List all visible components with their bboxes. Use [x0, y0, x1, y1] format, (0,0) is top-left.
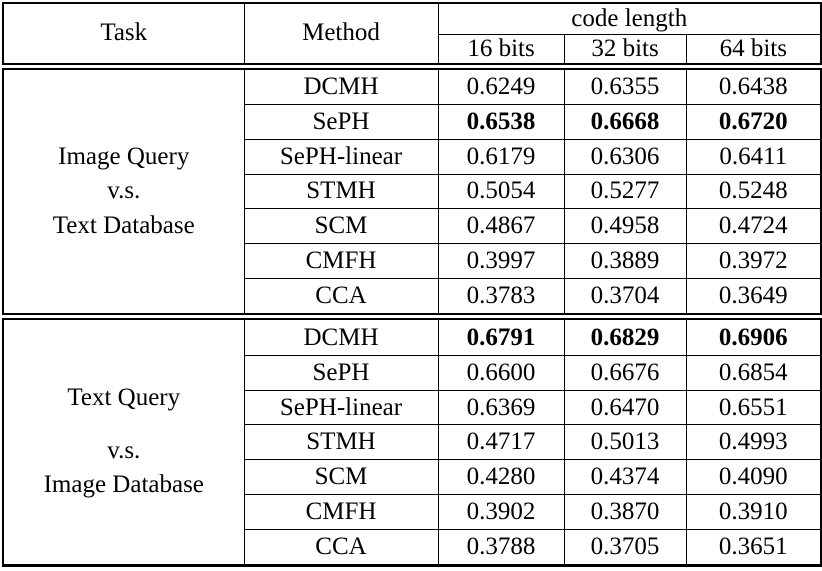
- table-row: SCM 0.4280 0.4374 0.4090: [3, 459, 822, 496]
- method-cell: CCA: [243, 277, 439, 318]
- value-cell: 0.6369: [437, 389, 565, 426]
- header-64-bits: 64 bits: [685, 33, 822, 70]
- method-cell: STMH: [243, 424, 439, 461]
- value-cell: 0.6355: [563, 65, 687, 105]
- value-cell: 0.6551: [685, 389, 822, 426]
- header-16-bits: 16 bits: [437, 33, 565, 70]
- task-line: Image Query: [58, 142, 190, 170]
- value-cell: 0.6179: [437, 138, 565, 175]
- method-cell: DCMH: [243, 65, 439, 105]
- method-cell: SePH: [243, 103, 439, 140]
- value-cell: 0.5277: [563, 173, 687, 210]
- value-cell: 0.6676: [563, 354, 687, 391]
- method-cell: SCM: [243, 208, 439, 245]
- table-row: CMFH 0.3997 0.3889 0.3972: [3, 243, 822, 279]
- value-cell: 0.6906: [685, 313, 822, 356]
- header-task: Task: [2, 2, 245, 70]
- section-image-query-vs-text-database: Image Query v.s. Text Database DCMH 0.62…: [2, 65, 822, 318]
- task-line: Text Database: [52, 211, 195, 239]
- table-row: CCA 0.3783 0.3704 0.3649: [3, 277, 822, 318]
- method-cell: SePH-linear: [243, 138, 439, 175]
- table-row: Text Query v.s. Image Database DCMH 0.67…: [2, 313, 822, 566]
- value-cell: 0.6249: [437, 65, 565, 105]
- value-cell: 0.4993: [685, 424, 822, 461]
- value-cell: 0.4867: [437, 208, 565, 245]
- value-cell: 0.4090: [685, 459, 822, 496]
- table-row: STMH 0.5054 0.5277 0.5248: [3, 173, 822, 210]
- header-row-top: Task Method code length: [2, 2, 822, 70]
- value-cell: 0.4724: [685, 208, 822, 245]
- value-cell: 0.3870: [563, 494, 687, 530]
- task-line: v.s.: [107, 177, 141, 205]
- value-cell: 0.3910: [685, 494, 822, 530]
- value-cell: 0.3704: [563, 277, 687, 318]
- method-cell: SCM: [243, 459, 439, 496]
- header-code-length: code length: [437, 2, 822, 35]
- value-cell: 0.6791: [437, 313, 565, 356]
- value-cell: 0.5013: [563, 424, 687, 461]
- method-cell: STMH: [243, 173, 439, 210]
- value-cell: 0.6470: [563, 389, 687, 426]
- method-cell: CMFH: [243, 243, 439, 279]
- value-cell: 0.4958: [563, 208, 687, 245]
- table-row: SCM 0.4867 0.4958 0.4724: [3, 208, 822, 245]
- value-cell: 0.3783: [437, 277, 565, 318]
- header-32-bits: 32 bits: [563, 33, 687, 70]
- table-row: SePH-linear 0.6179 0.6306 0.6411: [3, 138, 822, 175]
- value-cell: 0.3997: [437, 243, 565, 279]
- value-cell: 0.5248: [685, 173, 822, 210]
- value-cell: 0.3889: [563, 243, 687, 279]
- value-cell: 0.3902: [437, 494, 565, 530]
- value-cell: 0.3651: [685, 528, 822, 567]
- value-cell: 0.4717: [437, 424, 565, 461]
- value-cell: 0.4280: [437, 459, 565, 496]
- header-row-bits: 16 bits 32 bits 64 bits: [3, 33, 822, 70]
- value-cell: 0.6668: [563, 103, 687, 140]
- table-row: Image Query v.s. Text Database DCMH 0.62…: [2, 65, 822, 318]
- table-row: SePH 0.6600 0.6676 0.6854: [3, 354, 822, 391]
- table-row: SePH-linear 0.6369 0.6470 0.6551: [3, 389, 822, 426]
- method-cell: DCMH: [243, 313, 439, 356]
- value-cell: 0.4374: [563, 459, 687, 496]
- table-header: Task Method code length 16 bits 32 bits …: [2, 2, 822, 70]
- method-cell: SePH-linear: [243, 389, 439, 426]
- value-cell: 0.3649: [685, 277, 822, 318]
- value-cell: 0.6306: [563, 138, 687, 175]
- task-cell: Text Query v.s. Image Database: [2, 313, 245, 566]
- value-cell: 0.6538: [437, 103, 565, 140]
- table-row: CCA 0.3788 0.3705 0.3651: [3, 528, 822, 567]
- section-text-query-vs-image-database: Text Query v.s. Image Database DCMH 0.67…: [2, 313, 822, 567]
- table-row: CMFH 0.3902 0.3870 0.3910: [3, 494, 822, 530]
- method-cell: CMFH: [243, 494, 439, 530]
- method-cell: CCA: [243, 528, 439, 567]
- header-method: Method: [243, 2, 439, 70]
- task-line: Image Database: [43, 471, 204, 499]
- value-cell: 0.6411: [685, 138, 822, 175]
- value-cell: 0.6829: [563, 313, 687, 356]
- method-cell: SePH: [243, 354, 439, 391]
- value-cell: 0.6438: [685, 65, 822, 105]
- task-line: v.s.: [107, 436, 141, 464]
- value-cell: 0.3705: [563, 528, 687, 567]
- task-line: Text Query: [67, 384, 181, 412]
- task-cell: Image Query v.s. Text Database: [2, 65, 245, 318]
- value-cell: 0.5054: [437, 173, 565, 210]
- value-cell: 0.6854: [685, 354, 822, 391]
- value-cell: 0.6720: [685, 103, 822, 140]
- value-cell: 0.3972: [685, 243, 822, 279]
- value-cell: 0.3788: [437, 528, 565, 567]
- value-cell: 0.6600: [437, 354, 565, 391]
- table-row: STMH 0.4717 0.5013 0.4993: [3, 424, 822, 461]
